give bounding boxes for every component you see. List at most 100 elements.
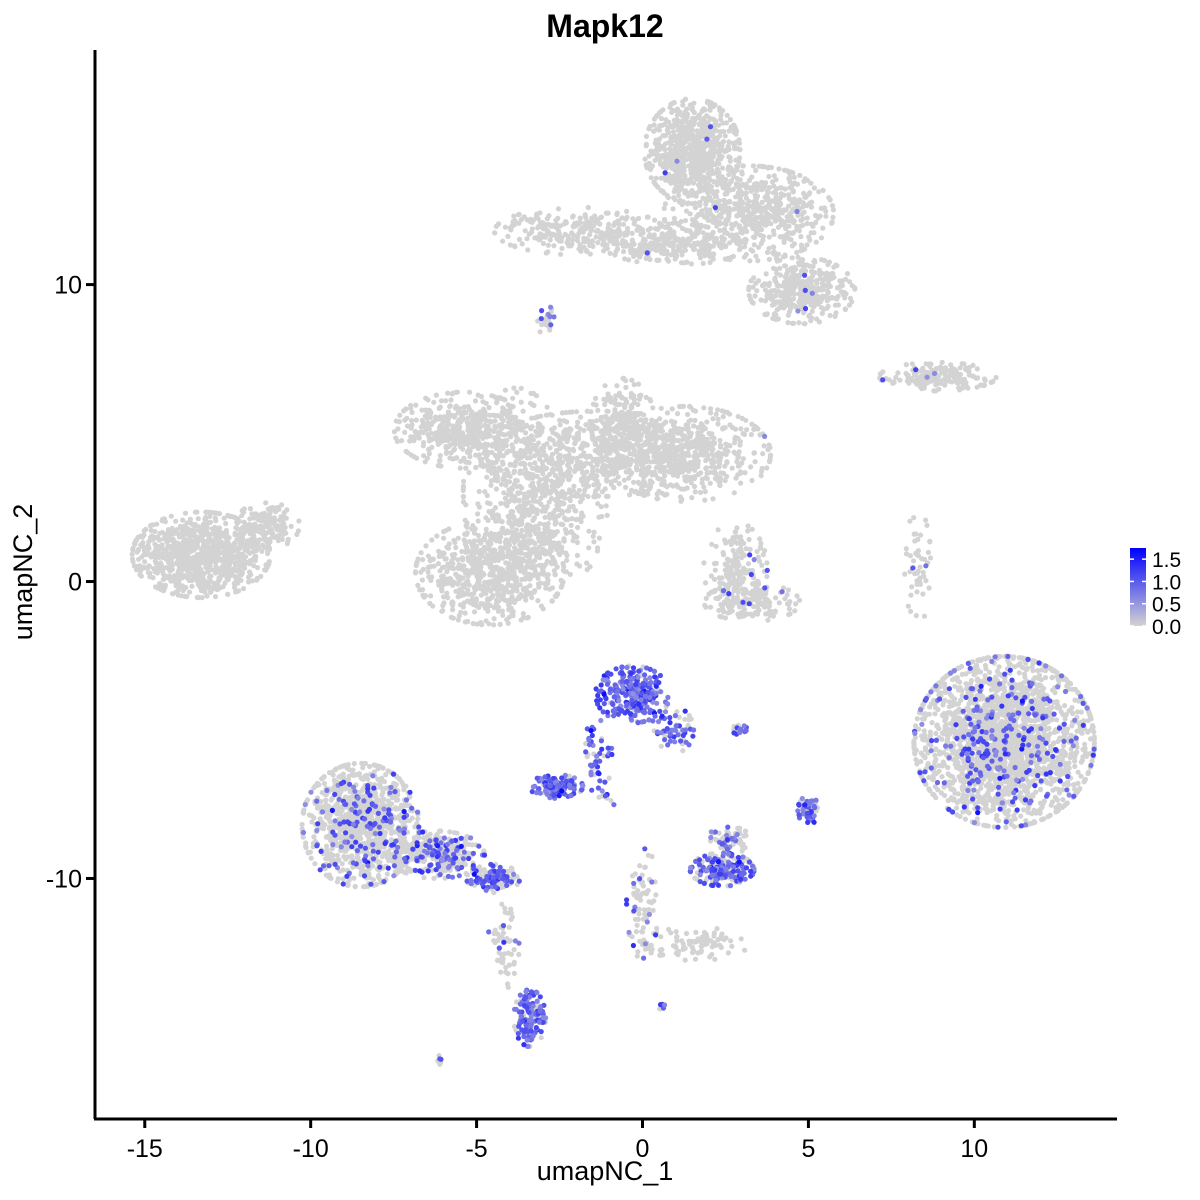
cell-point (541, 571, 547, 577)
cell-point (661, 464, 667, 470)
cell-point (452, 441, 458, 447)
cell-point (169, 591, 176, 597)
cell-point (409, 409, 415, 415)
cell-point (633, 419, 639, 425)
cell-point (684, 180, 691, 187)
cell-point (459, 566, 465, 572)
cell-point (465, 427, 471, 433)
cell-point (150, 522, 156, 528)
cell-point (751, 450, 757, 456)
cell-point (596, 514, 602, 520)
cell-point (204, 530, 211, 536)
cell-point (189, 583, 195, 589)
cell-point (691, 483, 698, 490)
cell-point (759, 465, 765, 471)
cell-point (211, 526, 217, 532)
cell-point (622, 404, 628, 411)
cell-point (614, 440, 620, 446)
cell-point (599, 489, 606, 495)
cell-point (594, 478, 600, 484)
cell-point (681, 152, 688, 158)
cell-point (506, 601, 512, 607)
cell-point (449, 391, 455, 397)
cell-point (195, 539, 201, 545)
cell-point (653, 137, 659, 143)
cell-point (170, 562, 176, 568)
cell-point (248, 571, 254, 578)
cell-point (710, 416, 716, 422)
cell-point (428, 410, 434, 416)
cell-point (742, 470, 748, 476)
cell-point (186, 577, 192, 584)
cell-point (656, 488, 662, 494)
cell-point (463, 502, 469, 508)
cell-point (509, 511, 515, 517)
cell-point (414, 434, 420, 440)
cell-point (486, 405, 492, 411)
cell-point (445, 390, 451, 396)
cell-point (210, 584, 216, 591)
cell-point (699, 124, 706, 130)
cell-point (158, 586, 164, 593)
cell-point (602, 465, 608, 471)
cell-point (157, 581, 163, 587)
cell-point (592, 426, 598, 432)
cell-point (526, 554, 532, 560)
cell-point (485, 442, 491, 448)
cell-point (523, 589, 529, 595)
cell-point (748, 431, 755, 438)
cell-point (478, 393, 484, 400)
cell-point (173, 518, 179, 524)
cell-point (455, 575, 461, 581)
cell-point (596, 444, 602, 450)
cell-point (212, 594, 219, 600)
cell-point (492, 394, 498, 400)
cell-point (222, 541, 228, 547)
cell-point (644, 469, 650, 475)
cell-point (402, 417, 408, 423)
cell-point (692, 449, 698, 455)
cell-point (166, 566, 172, 572)
cell-point (476, 582, 482, 588)
cell-point (195, 573, 202, 579)
cell-point (463, 465, 469, 471)
cell-point (491, 556, 497, 562)
cell-point (423, 421, 429, 427)
cell-point (210, 510, 216, 516)
cell-point (178, 593, 185, 599)
cell-point (145, 570, 151, 576)
cell-point (443, 398, 449, 404)
cell-point (629, 487, 635, 494)
cell-point (662, 147, 668, 153)
cell-point (670, 107, 676, 114)
cell-point (536, 485, 542, 491)
cell-point (643, 141, 650, 147)
cell-point (507, 529, 513, 535)
cell-point (541, 482, 547, 488)
cell-point (567, 571, 573, 578)
cell-point (643, 417, 649, 423)
cell-point (587, 453, 593, 459)
cell-point (469, 555, 475, 561)
cell-point (737, 177, 743, 183)
cell-point (395, 426, 401, 432)
cell-point (577, 563, 583, 569)
cell-point (462, 538, 468, 544)
cell-point (525, 470, 531, 476)
cell-point (417, 429, 423, 436)
cell-point (538, 495, 544, 501)
cell-point (667, 456, 674, 462)
cell-point (559, 489, 566, 495)
cell-point (216, 530, 222, 537)
cell-point (445, 561, 451, 567)
cell-point (647, 123, 653, 130)
cell-point (483, 618, 489, 624)
cell-point (663, 419, 669, 425)
cell-point (564, 419, 570, 425)
cell-point (176, 568, 182, 574)
cell-point (443, 577, 449, 583)
cell-point (412, 569, 419, 575)
cell-point (546, 533, 552, 539)
cell-point (671, 129, 677, 135)
cell-point (464, 420, 470, 426)
